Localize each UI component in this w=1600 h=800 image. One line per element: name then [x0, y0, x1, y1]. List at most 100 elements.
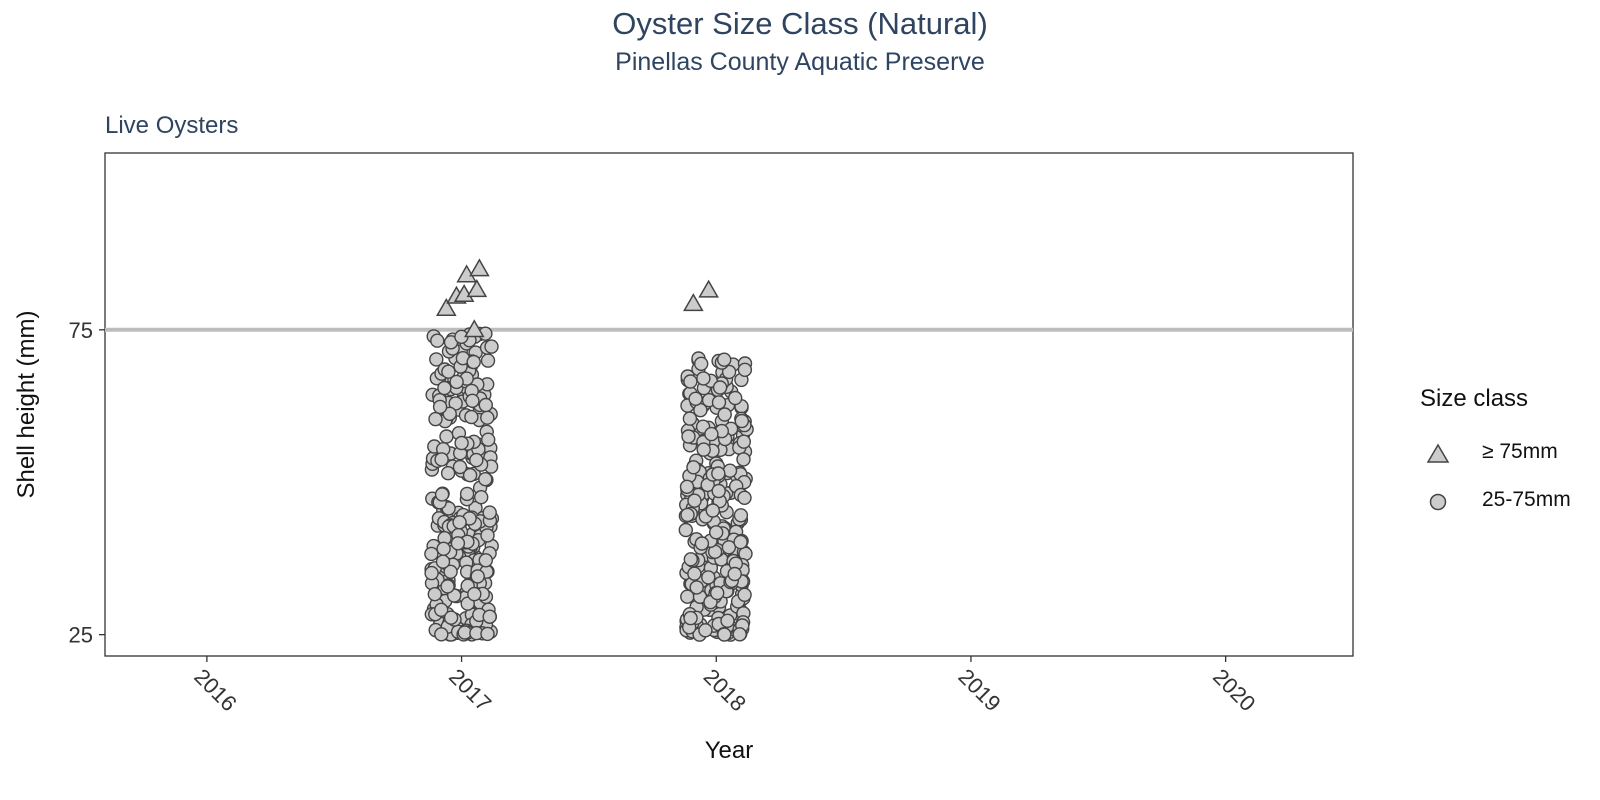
data-point-medium: [440, 466, 456, 481]
data-point-medium: [711, 483, 726, 499]
data-point-medium: [478, 472, 493, 487]
data-point-medium: [459, 486, 475, 502]
data-point-medium: [440, 579, 455, 594]
data-point-medium: [694, 356, 709, 371]
data-point-medium: [711, 395, 727, 410]
data-point-medium: [720, 613, 735, 628]
data-point-medium: [466, 354, 481, 370]
data-point-medium: [711, 466, 726, 481]
data-point-medium: [689, 580, 704, 595]
data-point-medium: [437, 380, 452, 396]
data-point-medium: [434, 627, 449, 642]
data-point-medium: [717, 352, 732, 367]
legend-title: Size class: [1420, 385, 1529, 412]
legend-item-large: ≥ 75mm: [1426, 438, 1596, 470]
legend-label-medium: 25-75mm: [1482, 488, 1571, 511]
data-point-medium: [681, 429, 696, 444]
data-point-medium: [449, 374, 464, 390]
data-point-medium: [480, 626, 495, 642]
data-point-medium: [470, 569, 485, 584]
x-tick-label: 2020: [1208, 664, 1260, 716]
data-point-large: [466, 279, 488, 298]
data-point-medium: [721, 540, 737, 555]
circle-icon: [1429, 493, 1447, 511]
data-point-medium: [687, 566, 702, 581]
chart-title: Oyster Size Class (Natural): [612, 6, 988, 41]
triangle-icon: [1426, 443, 1450, 463]
y-axis-title: Shell height (mm): [13, 310, 40, 498]
data-point-medium: [733, 534, 748, 550]
data-point-medium: [705, 503, 720, 518]
data-point-medium: [678, 522, 693, 538]
legend-label-large: ≥ 75mm: [1482, 440, 1558, 463]
data-point-medium: [736, 452, 751, 467]
data-point-medium: [728, 390, 743, 406]
data-point-medium: [717, 407, 732, 422]
data-point-medium: [424, 546, 439, 562]
data-point-medium: [435, 554, 451, 569]
data-point-medium: [480, 410, 495, 425]
data-point-medium: [734, 413, 749, 429]
data-point-large: [683, 293, 704, 312]
data-point-medium: [482, 609, 497, 624]
data-point-medium: [474, 490, 489, 505]
data-point-medium: [679, 479, 695, 494]
data-point-medium: [424, 565, 439, 581]
data-point-medium: [737, 587, 752, 602]
data-point-medium: [732, 627, 747, 642]
data-point-medium: [462, 468, 478, 483]
data-point-medium: [429, 352, 444, 367]
data-point-large: [435, 297, 457, 316]
data-point-medium: [686, 460, 701, 475]
data-point-medium: [704, 426, 719, 442]
data-point-medium: [683, 610, 698, 626]
data-point-large: [464, 319, 485, 338]
data-point-medium: [434, 602, 449, 617]
data-point-medium: [452, 459, 468, 475]
y-tick-label: 75: [69, 318, 93, 343]
data-point-medium: [480, 353, 496, 368]
data-point-medium: [701, 570, 716, 585]
x-tick-label: 2019: [953, 664, 1005, 716]
data-point-medium: [428, 411, 443, 427]
data-point-medium: [464, 409, 479, 425]
legend-item-medium: 25-75mm: [1426, 486, 1596, 518]
x-tick-label: 2017: [444, 664, 496, 716]
data-point-medium: [434, 452, 449, 467]
data-point-medium: [712, 380, 728, 395]
data-point-medium: [482, 505, 497, 520]
data-point-medium: [484, 339, 499, 354]
data-point-medium: [443, 564, 458, 579]
data-point-medium: [694, 536, 710, 551]
data-point-medium: [480, 528, 495, 543]
data-point-medium: [434, 487, 450, 502]
x-axis-title: Year: [705, 737, 754, 764]
data-point-medium: [427, 587, 442, 602]
data-point-medium: [683, 374, 698, 389]
data-point-medium: [465, 393, 480, 408]
data-point-medium: [688, 391, 703, 406]
data-point-medium: [737, 490, 752, 505]
data-point-medium: [467, 586, 482, 602]
data-point-medium: [687, 493, 702, 508]
data-point-medium: [432, 399, 448, 415]
data-point-large: [453, 283, 475, 302]
x-tick-label: 2018: [699, 664, 751, 716]
data-point-medium: [698, 623, 713, 638]
data-point-medium: [469, 452, 484, 468]
data-point-medium: [717, 627, 732, 642]
x-tick-label: 2016: [189, 664, 241, 716]
data-point-large: [469, 258, 490, 277]
data-point-medium: [454, 435, 469, 451]
data-point-medium: [737, 362, 753, 377]
data-point-medium: [736, 434, 751, 449]
data-point-medium: [436, 541, 451, 556]
data-point-large: [698, 279, 719, 298]
data-point-medium: [430, 333, 445, 348]
data-point-medium: [683, 552, 698, 567]
data-point-medium: [721, 364, 737, 380]
data-point-medium: [710, 585, 725, 601]
data-point-medium: [452, 515, 467, 530]
data-point-medium: [441, 364, 456, 379]
